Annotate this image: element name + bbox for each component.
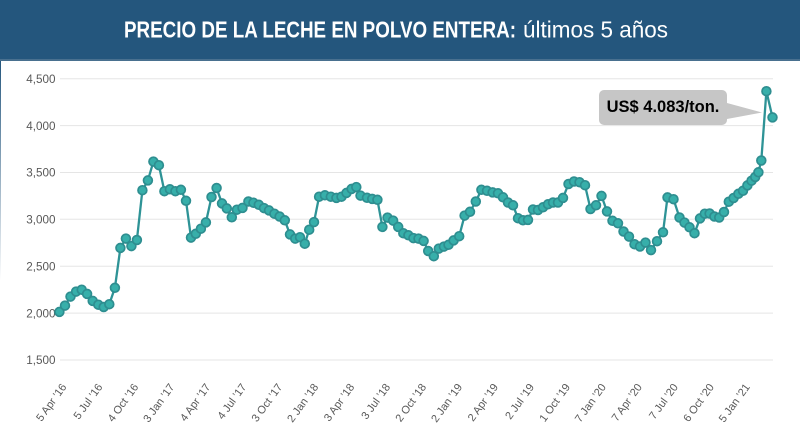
- svg-text:2 Apr ’19: 2 Apr ’19: [466, 382, 501, 424]
- svg-text:3 Jan ’17: 3 Jan ’17: [141, 382, 177, 425]
- svg-text:2,000: 2,000: [26, 307, 56, 320]
- svg-text:1,500: 1,500: [26, 354, 56, 367]
- svg-text:4,500: 4,500: [26, 73, 56, 86]
- svg-text:4 Apr ’17: 4 Apr ’17: [178, 382, 213, 424]
- svg-text:2 Jan ’18: 2 Jan ’18: [285, 382, 321, 425]
- svg-text:2,500: 2,500: [26, 260, 56, 273]
- svg-text:PRECIO DE LA LECHE EN POLVO EN: PRECIO DE LA LECHE EN POLVO ENTERA:: [124, 17, 516, 43]
- svg-text:1 Oct ’19: 1 Oct ’19: [537, 382, 573, 425]
- svg-text:2 Jan ’19: 2 Jan ’19: [429, 382, 465, 425]
- svg-text:4 Oct ’16: 4 Oct ’16: [106, 382, 142, 425]
- svg-text:3,500: 3,500: [26, 167, 56, 180]
- svg-text:3 Jul ’18: 3 Jul ’18: [359, 382, 393, 422]
- svg-text:5 Jan ’21: 5 Jan ’21: [717, 382, 753, 425]
- svg-text:3,000: 3,000: [26, 214, 56, 227]
- svg-text:5 Jul ’16: 5 Jul ’16: [72, 382, 106, 422]
- svg-text:6 Oct ’20: 6 Oct ’20: [681, 382, 717, 425]
- svg-text:4,000: 4,000: [26, 120, 56, 133]
- svg-text:7 Apr ’20: 7 Apr ’20: [610, 382, 645, 424]
- svg-text:7 Jan ’20: 7 Jan ’20: [573, 382, 609, 425]
- svg-text:últimos 5 años: últimos 5 años: [523, 17, 668, 43]
- svg-text:5 Apr ’16: 5 Apr ’16: [34, 382, 69, 424]
- svg-text:7 Jul ’20: 7 Jul ’20: [647, 382, 681, 422]
- svg-text:3 Apr ’18: 3 Apr ’18: [322, 382, 357, 424]
- svg-text:3 Oct ’17: 3 Oct ’17: [250, 382, 286, 425]
- svg-text:2 Oct ’18: 2 Oct ’18: [394, 382, 430, 425]
- svg-text:2 Jul ’19: 2 Jul ’19: [503, 382, 537, 422]
- svg-text:4 Jul ’17: 4 Jul ’17: [215, 382, 249, 422]
